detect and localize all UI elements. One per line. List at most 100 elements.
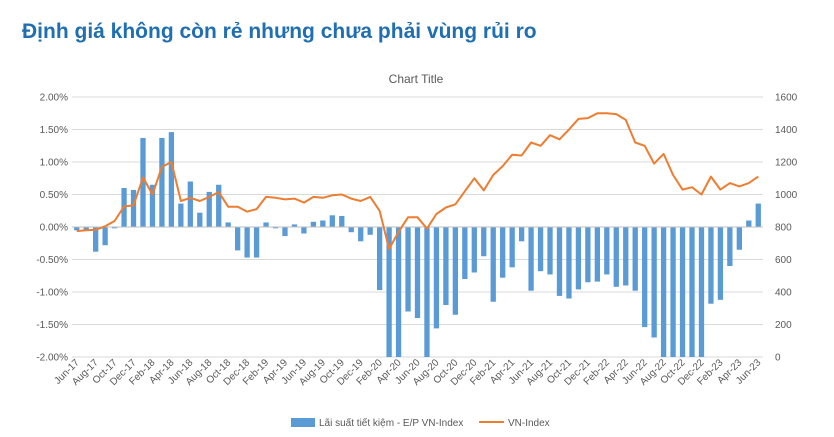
bar [462, 227, 468, 279]
bar [178, 203, 184, 227]
chart-title: Chart Title [389, 72, 444, 86]
bar [140, 137, 146, 227]
bar [518, 227, 525, 242]
bar [376, 227, 383, 291]
y-left-tick-label: 0.00% [40, 223, 68, 234]
bar [746, 220, 752, 227]
bar [594, 227, 600, 282]
line-series [76, 112, 759, 250]
x-axis-labels: Jun-17Aug-17Oct-17Dec-17Feb-18Apr-18Jun-… [52, 357, 763, 388]
bar [216, 184, 222, 227]
bar [93, 227, 99, 252]
y-left-tick-label: 0.50% [40, 190, 68, 201]
bar [244, 227, 250, 258]
bar [443, 227, 449, 305]
legend-label-bar: Lãi suất tiết kiệm - E/P VN-Index [319, 417, 463, 429]
bar [348, 227, 354, 233]
bar [642, 227, 648, 328]
bar [83, 227, 89, 231]
bar [433, 227, 440, 329]
bar [575, 227, 582, 290]
bar [358, 227, 364, 242]
y-left-tick-label: 1.50% [40, 125, 68, 136]
bar [537, 227, 544, 272]
y-right-tick-label: 1200 [775, 158, 798, 169]
bar [689, 227, 695, 357]
bar [755, 203, 761, 227]
bar [291, 224, 298, 227]
bar [660, 227, 667, 357]
bar [679, 227, 686, 357]
bar [604, 227, 610, 275]
y-right-tick-label: 400 [775, 288, 792, 299]
legend: Lãi suất tiết kiệm - E/P VN-Index VN-Ind… [291, 417, 550, 429]
y-right-tick-label: 1600 [775, 93, 798, 104]
bar [651, 227, 657, 338]
y-right-tick-label: 1400 [775, 125, 798, 136]
bar [329, 215, 335, 227]
bar-series [74, 132, 761, 357]
y-left-tick-label: 1.00% [40, 158, 68, 169]
bar [102, 227, 108, 246]
bar [339, 215, 345, 227]
y-left-tick-label: -0.50% [36, 255, 68, 266]
bar [225, 222, 231, 227]
y-left-tick-label: -2.00% [36, 353, 68, 364]
bar [386, 227, 392, 357]
bar [395, 227, 402, 357]
y-right-tick-label: 200 [775, 320, 792, 331]
bar [310, 221, 317, 227]
bar [698, 227, 705, 357]
y-right-tick-label: 800 [775, 223, 792, 234]
bar [301, 227, 307, 234]
headline: Định giá không còn rẻ nhưng chưa phải vù… [22, 20, 537, 43]
bar [481, 227, 487, 257]
right-axis-labels: 1600 1400 1200 1000 800 600 400 200 0 [775, 93, 798, 364]
bar [197, 212, 203, 227]
vn-index-line [76, 112, 759, 250]
bar [556, 227, 563, 296]
bar [736, 227, 742, 250]
bar [130, 189, 137, 227]
bar [623, 227, 629, 286]
bar [111, 227, 118, 229]
y-right-tick-label: 0 [775, 353, 781, 364]
bar [717, 227, 724, 300]
bar [320, 220, 326, 227]
bar [500, 227, 506, 278]
bar [452, 227, 459, 315]
bar [367, 227, 373, 235]
bar [585, 227, 591, 283]
legend-label-line: VN-Index [508, 418, 550, 429]
y-right-tick-label: 600 [775, 255, 792, 266]
bar [566, 227, 572, 299]
bar [471, 227, 477, 273]
y-right-tick-label: 1000 [775, 190, 798, 201]
bar [405, 227, 411, 312]
bar [187, 181, 193, 227]
bar [613, 227, 619, 287]
y-left-tick-label: -1.00% [36, 288, 68, 299]
bar [74, 227, 80, 231]
left-axis-labels: 2.00% 1.50% 1.00% 0.50% 0.00% -0.50% -1.00% -1.… [36, 93, 68, 364]
bar [282, 227, 288, 237]
bar [727, 227, 733, 266]
y-left-tick-label: -1.50% [36, 320, 68, 331]
bar [253, 227, 260, 258]
legend-swatch-bar [291, 418, 315, 427]
bar [168, 132, 175, 227]
bar [263, 222, 269, 227]
bar [632, 227, 638, 291]
bar [547, 227, 553, 275]
bar [206, 191, 212, 227]
bar [272, 227, 279, 229]
y-left-tick-label: 2.00% [40, 93, 68, 104]
bar [235, 227, 241, 251]
bar [149, 184, 156, 227]
bar [708, 227, 714, 304]
bar [490, 227, 496, 302]
bar [414, 227, 421, 318]
bar [509, 227, 515, 268]
bar [528, 227, 534, 291]
